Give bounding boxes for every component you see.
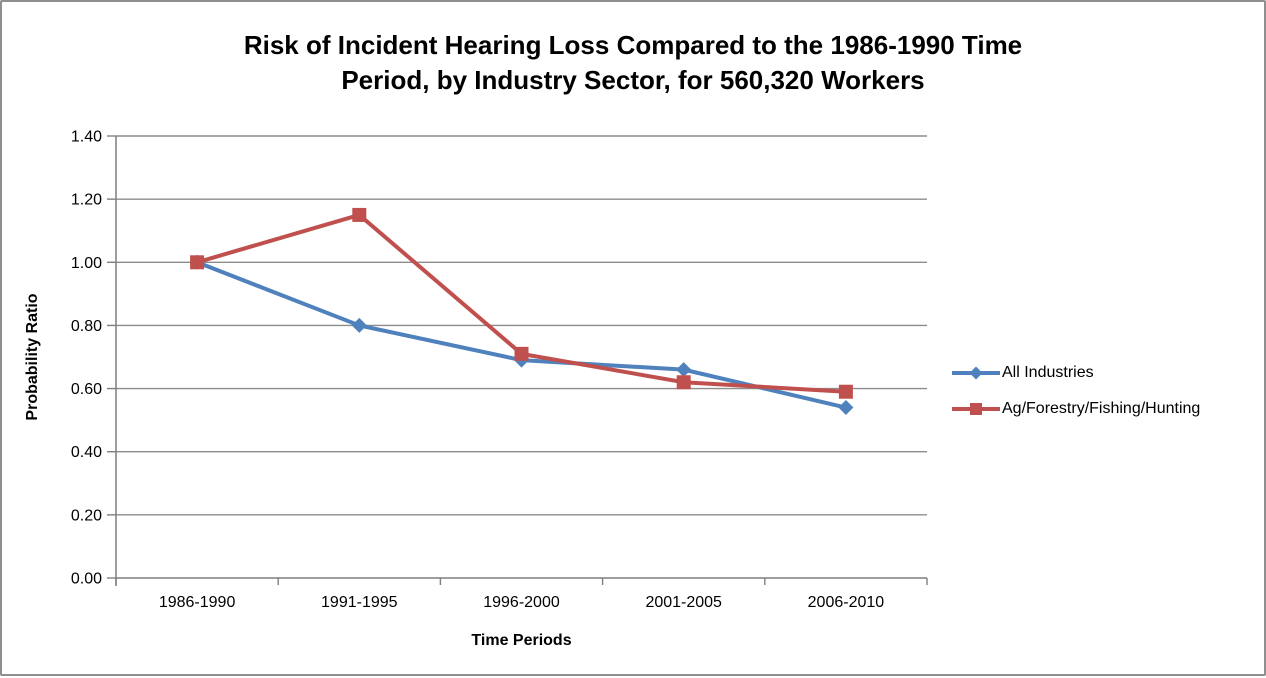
legend-label: All Industries (1002, 364, 1094, 381)
x-tick-label: 2006-2010 (808, 594, 885, 611)
series-marker (351, 317, 367, 333)
series-marker (676, 375, 691, 390)
legend: All Industries Ag/Forestry/Fishing/Huntin… (952, 362, 1200, 420)
x-axis-title: Time Periods (471, 632, 572, 649)
chart-title: Risk of Incident Hearing Loss Compared t… (2, 28, 1264, 98)
series-marker (190, 255, 205, 270)
series-marker (676, 362, 692, 378)
y-tick-label: 0.40 (71, 444, 102, 461)
series-marker (838, 400, 854, 416)
y-tick-label: 1.00 (71, 255, 102, 272)
y-tick-label: 0.00 (71, 571, 102, 588)
x-tick-label: 1986-1990 (159, 594, 236, 611)
y-axis-title: Probability Ratio (24, 293, 41, 421)
y-tick-label: 0.80 (71, 318, 102, 335)
legend-item: All Industries (952, 362, 1200, 384)
y-tick-label: 1.40 (71, 129, 102, 146)
x-tick-label: 2001-2005 (645, 594, 722, 611)
series-marker (352, 207, 367, 222)
y-tick-label: 0.20 (71, 507, 102, 524)
x-tick-label: 1996-2000 (483, 594, 560, 611)
legend-item: Ag/Forestry/Fishing/Hunting (952, 398, 1200, 420)
legend-swatch-square-icon (952, 403, 1000, 415)
series-marker (838, 384, 853, 399)
legend-swatch-diamond-icon (952, 366, 1000, 380)
chart-title-line-1: Risk of Incident Hearing Loss Compared t… (243, 30, 1023, 60)
y-tick-label: 0.60 (71, 381, 102, 398)
chart-title-line-2: Period, by Industry Sector, for 560,320 … (341, 65, 925, 95)
series-marker (514, 346, 529, 361)
y-tick-label: 1.20 (71, 192, 102, 209)
x-tick-label: 1991-1995 (321, 594, 398, 611)
legend-label: Ag/Forestry/Fishing/Hunting (1002, 400, 1201, 417)
